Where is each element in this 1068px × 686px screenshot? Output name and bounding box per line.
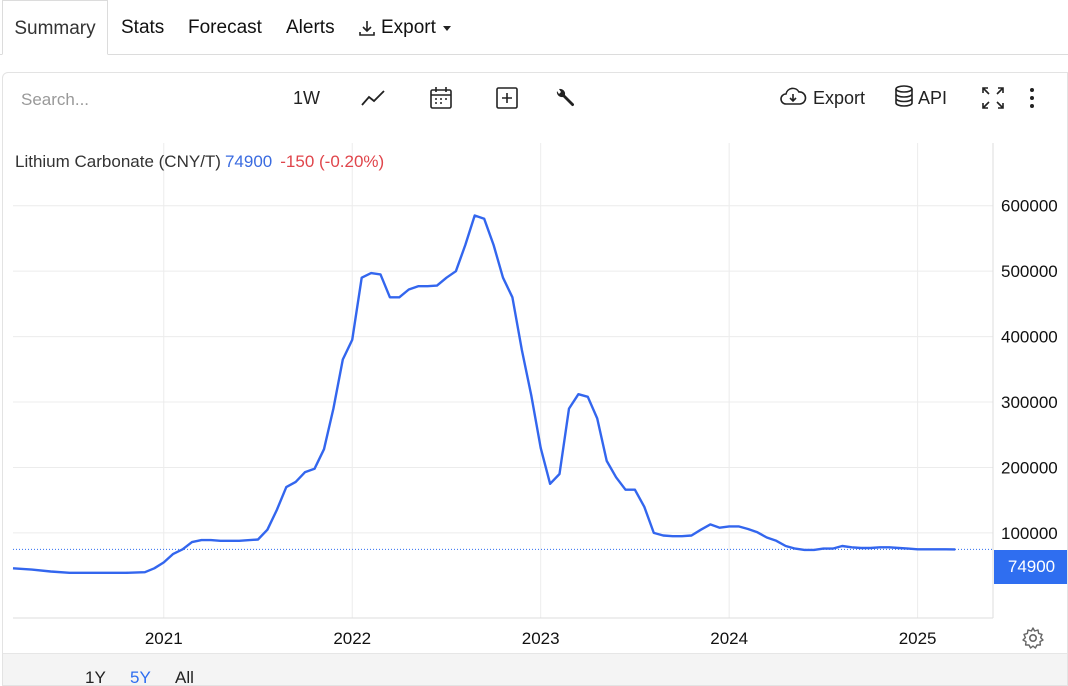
tab-alerts[interactable]: Alerts <box>286 17 335 38</box>
y-tick-label: 300000 <box>1001 393 1058 412</box>
chevron-down-icon <box>442 26 451 31</box>
range-selector: 1Y 5Y All <box>3 653 1067 686</box>
chart-title: Lithium Carbonate (CNY/T) <box>15 152 221 171</box>
gear-icon[interactable] <box>1021 626 1045 655</box>
x-tick-label: 2021 <box>145 629 183 648</box>
tab-summary[interactable]: Summary <box>2 0 108 55</box>
chart-export-label: Export <box>813 87 866 108</box>
y-tick-label: 200000 <box>1001 458 1058 477</box>
range-5y-button[interactable]: 5Y <box>130 668 151 686</box>
last-price: 74900 <box>224 152 273 171</box>
line-chart-icon[interactable] <box>359 83 387 113</box>
x-tick-label: 2023 <box>522 629 560 648</box>
last-price-tag: 74900 <box>994 550 1067 584</box>
chart-panel: 1W Export API <box>2 72 1068 686</box>
tab-bar: Summary Stats Forecast Alerts Export <box>0 0 1068 55</box>
x-tick-label: 2025 <box>899 629 937 648</box>
add-box-icon[interactable] <box>494 83 520 113</box>
chart-export-button[interactable]: Export <box>779 83 865 113</box>
api-label: API <box>918 87 948 108</box>
tab-export-label: Export <box>381 17 436 38</box>
more-vertical-icon[interactable] <box>1028 83 1036 113</box>
download-icon <box>357 18 377 38</box>
range-1y-button[interactable]: 1Y <box>85 668 106 686</box>
chart-legend: Lithium Carbonate (CNY/T) 74900 -150 (-0.2… <box>15 152 384 172</box>
api-button[interactable]: API <box>894 83 947 113</box>
fullscreen-icon[interactable] <box>980 83 1006 113</box>
tab-export[interactable]: Export <box>357 0 451 55</box>
chart-toolbar: 1W Export API <box>3 73 1067 123</box>
database-icon <box>894 84 914 113</box>
price-chart[interactable]: 100000 200000 300000 400000 500000 600000 2021… <box>3 73 1068 653</box>
interval-button[interactable]: 1W <box>293 87 320 108</box>
tab-forecast[interactable]: Forecast <box>188 17 262 38</box>
y-tick-label: 600000 <box>1001 197 1058 216</box>
calendar-icon[interactable] <box>428 83 454 113</box>
wrench-icon[interactable] <box>552 83 578 113</box>
range-all-button[interactable]: All <box>175 668 194 686</box>
y-tick-label: 500000 <box>1001 262 1058 281</box>
price-series-line <box>12 214 956 574</box>
price-change: -150 (-0.20%) <box>280 152 385 171</box>
x-tick-label: 2024 <box>710 629 748 648</box>
search-input[interactable] <box>21 90 221 110</box>
y-tick-label: 400000 <box>1001 328 1058 347</box>
tab-stats[interactable]: Stats <box>121 17 165 38</box>
x-tick-label: 2022 <box>333 629 371 648</box>
y-tick-label: 100000 <box>1001 524 1058 543</box>
cloud-download-icon <box>779 85 807 112</box>
